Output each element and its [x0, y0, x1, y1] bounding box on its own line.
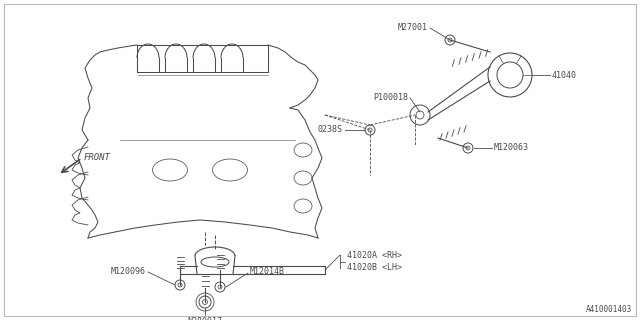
Text: M12014B: M12014B	[250, 268, 285, 276]
Text: 41020B <LH>: 41020B <LH>	[347, 262, 402, 271]
Text: 41020A <RH>: 41020A <RH>	[347, 252, 402, 260]
Text: M120096: M120096	[111, 267, 146, 276]
Text: N380017: N380017	[188, 317, 223, 320]
Text: 0238S: 0238S	[318, 125, 343, 134]
Text: 41040: 41040	[552, 70, 577, 79]
Text: A410001403: A410001403	[586, 306, 632, 315]
Text: FRONT: FRONT	[84, 154, 111, 163]
Text: M120063: M120063	[494, 143, 529, 153]
Text: M27001: M27001	[398, 22, 428, 31]
Text: P100018: P100018	[373, 92, 408, 101]
